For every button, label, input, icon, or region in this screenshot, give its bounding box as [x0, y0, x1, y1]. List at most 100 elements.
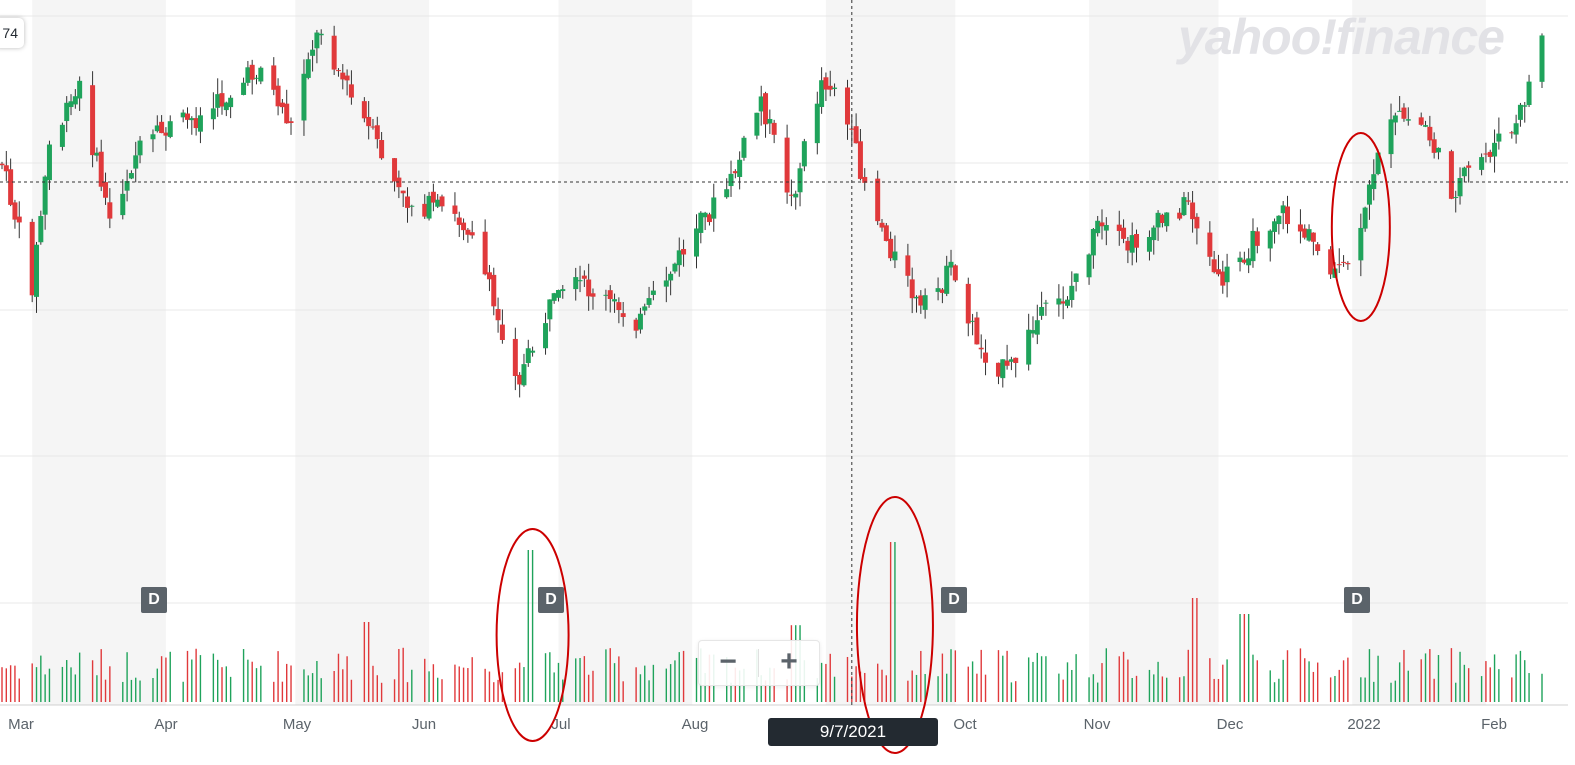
candle-body [228, 97, 234, 108]
candle-body [1276, 215, 1282, 225]
candle-body [197, 115, 203, 132]
candle-body [1392, 115, 1398, 123]
candle-body [1211, 259, 1217, 273]
candle-body [1418, 117, 1424, 125]
candle-body [400, 190, 406, 194]
candle-body [370, 126, 376, 128]
annotation-ellipses [495, 132, 1391, 754]
candle-body [284, 103, 290, 124]
candle-body [1427, 126, 1433, 141]
x-tick-label: May [282, 716, 312, 733]
candle-body [1073, 273, 1079, 282]
dividend-marker[interactable]: D [941, 587, 967, 613]
candle-body [1121, 227, 1127, 239]
candle-body [1517, 104, 1523, 120]
candle-body [577, 280, 583, 282]
candle-body [698, 212, 704, 233]
dividend-marker[interactable]: D [538, 587, 564, 613]
candle-body [612, 299, 618, 302]
candle-body [0, 163, 5, 166]
candle-body [672, 263, 678, 272]
candle-body [711, 197, 717, 219]
candle-body [94, 152, 100, 156]
candle-body [724, 189, 730, 198]
candlestick-series [0, 25, 1545, 398]
candle-body [1366, 184, 1372, 205]
dividend-marker[interactable]: D [141, 587, 167, 613]
candle-body [340, 72, 346, 80]
candle-body [676, 250, 682, 266]
candle-body [1315, 244, 1321, 251]
candle-body [1000, 359, 1006, 379]
grid-lines [0, 15, 1568, 706]
candle-body [965, 283, 971, 324]
candle-body [426, 195, 432, 219]
candle-body [275, 85, 281, 107]
candle-body [832, 87, 838, 89]
zoom-in-button[interactable]: + [780, 645, 798, 678]
candle-body [694, 228, 700, 257]
candle-body [1448, 151, 1454, 199]
candle-body [1155, 212, 1161, 228]
candle-body [663, 280, 669, 287]
candle-body [875, 178, 881, 222]
candle-body [1526, 81, 1532, 106]
candle-body [944, 265, 950, 294]
candle-body [888, 238, 894, 259]
candle-body [1401, 107, 1407, 119]
candle-body [1513, 123, 1519, 135]
candle-body [163, 132, 169, 136]
x-tick-label: 2022 [1347, 716, 1381, 733]
candle-body [1435, 147, 1441, 153]
candle-body [1496, 133, 1502, 142]
candle-body [1056, 298, 1062, 305]
candle-body [1194, 216, 1200, 229]
candle-body [1146, 237, 1152, 252]
candle-body [827, 85, 833, 90]
candle-body [1095, 220, 1101, 234]
dividend-marker[interactable]: D [1344, 587, 1370, 613]
candle-body [793, 193, 799, 198]
candle-body [922, 295, 928, 310]
candle-body [465, 229, 471, 235]
candle-body [741, 137, 747, 158]
zoom-out-button[interactable]: − [719, 645, 737, 678]
candle-body [788, 194, 794, 196]
candle-body [1220, 271, 1226, 286]
candle-body [952, 265, 958, 281]
candle-body [1090, 229, 1096, 256]
candle-body [1237, 257, 1243, 263]
candle-body [159, 121, 165, 134]
candle-body [784, 137, 790, 193]
candle-body [305, 59, 311, 78]
candle-body [547, 299, 553, 320]
candle-body [180, 112, 186, 118]
candle-body [1267, 230, 1273, 249]
candle-body [849, 128, 855, 130]
candle-body [219, 93, 225, 107]
candle-body [1254, 231, 1260, 246]
candle-body [1030, 330, 1036, 334]
candle-body [978, 347, 984, 350]
candle-body [1064, 299, 1070, 306]
candle-body [1405, 119, 1411, 121]
candle-body [1272, 221, 1278, 232]
candle-body [637, 313, 643, 330]
candle-body [939, 289, 945, 293]
candle-body [335, 70, 341, 72]
candle-body [64, 102, 70, 122]
candle-body [633, 319, 639, 331]
volume-bars [1, 542, 1543, 702]
candle-body [3, 165, 9, 172]
candle-body [495, 308, 501, 321]
candle-body [1004, 360, 1010, 366]
candle-body [767, 118, 773, 124]
candle-body [853, 126, 859, 144]
candle-body [754, 112, 760, 136]
candle-body [271, 65, 277, 90]
candle-body [435, 199, 441, 207]
candle-body [1397, 110, 1403, 112]
candle-body [555, 290, 561, 298]
candle-body [1479, 157, 1485, 170]
candle-body [1164, 212, 1170, 227]
